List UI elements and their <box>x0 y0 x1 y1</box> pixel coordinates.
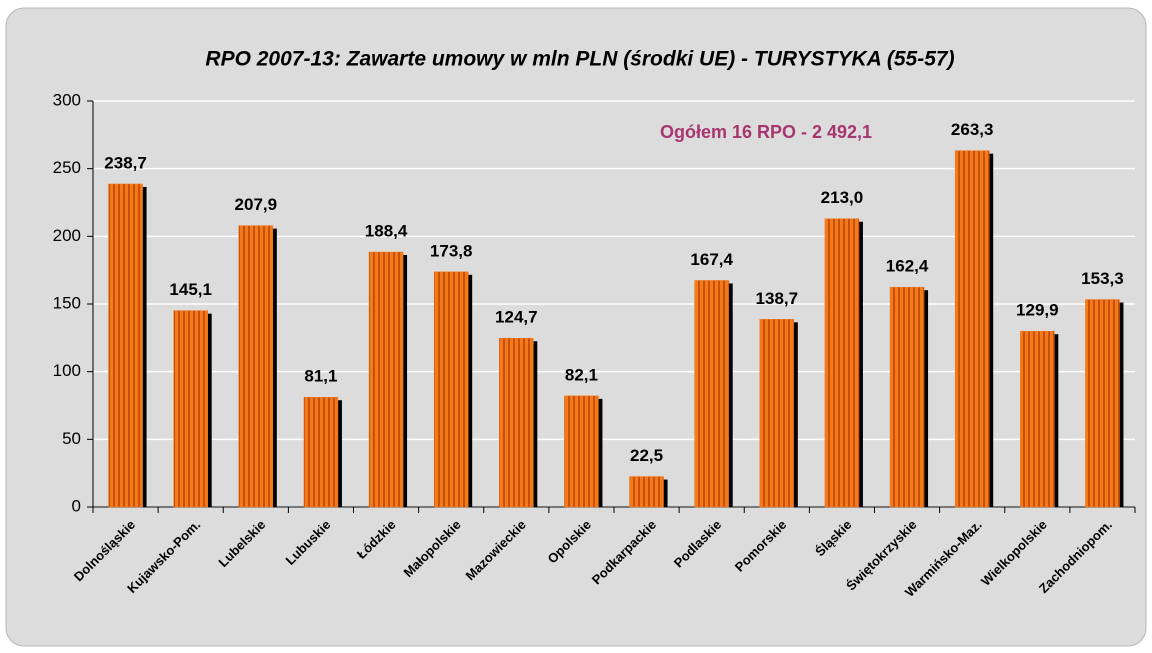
value-label: 263,3 <box>951 120 994 139</box>
bar <box>303 396 339 508</box>
value-label: 81,1 <box>304 367 337 386</box>
annotation: Ogółem 16 RPO - 2 492,1 <box>660 122 872 142</box>
value-label: 207,9 <box>235 195 278 214</box>
y-tick-label: 250 <box>53 158 81 177</box>
bar <box>759 319 795 508</box>
y-tick-label: 150 <box>53 293 81 312</box>
bar <box>694 280 729 508</box>
value-label: 145,1 <box>169 280 212 299</box>
value-label: 153,3 <box>1081 269 1124 288</box>
value-label: 162,4 <box>886 257 929 276</box>
y-tick-label: 0 <box>72 496 81 515</box>
bar <box>238 225 274 508</box>
y-tick-label: 300 <box>53 90 81 109</box>
value-label: 22,5 <box>630 446 663 465</box>
value-label: 167,4 <box>690 250 733 269</box>
bar <box>1085 299 1120 508</box>
value-label: 82,1 <box>565 365 598 384</box>
bar <box>824 218 860 508</box>
value-label: 173,8 <box>430 241 473 260</box>
value-label: 124,7 <box>495 308 538 327</box>
bar <box>433 271 469 508</box>
bar <box>889 286 925 508</box>
y-tick-label: 50 <box>62 429 81 448</box>
bar <box>368 251 404 508</box>
value-label: 238,7 <box>104 153 147 172</box>
value-label: 129,9 <box>1016 301 1059 320</box>
bar <box>564 395 599 508</box>
value-label: 213,0 <box>821 188 864 207</box>
y-tick-label: 100 <box>53 361 81 380</box>
bar <box>173 310 208 508</box>
y-tick-label: 200 <box>53 226 81 245</box>
bar <box>499 337 534 508</box>
value-label: 188,4 <box>365 222 408 241</box>
value-label: 138,7 <box>756 289 799 308</box>
bar <box>954 150 990 508</box>
bar <box>629 476 664 508</box>
bar <box>1020 330 1055 508</box>
chart-title: RPO 2007-13: Zawarte umowy w mln PLN (śr… <box>205 48 954 71</box>
bar <box>108 183 143 508</box>
